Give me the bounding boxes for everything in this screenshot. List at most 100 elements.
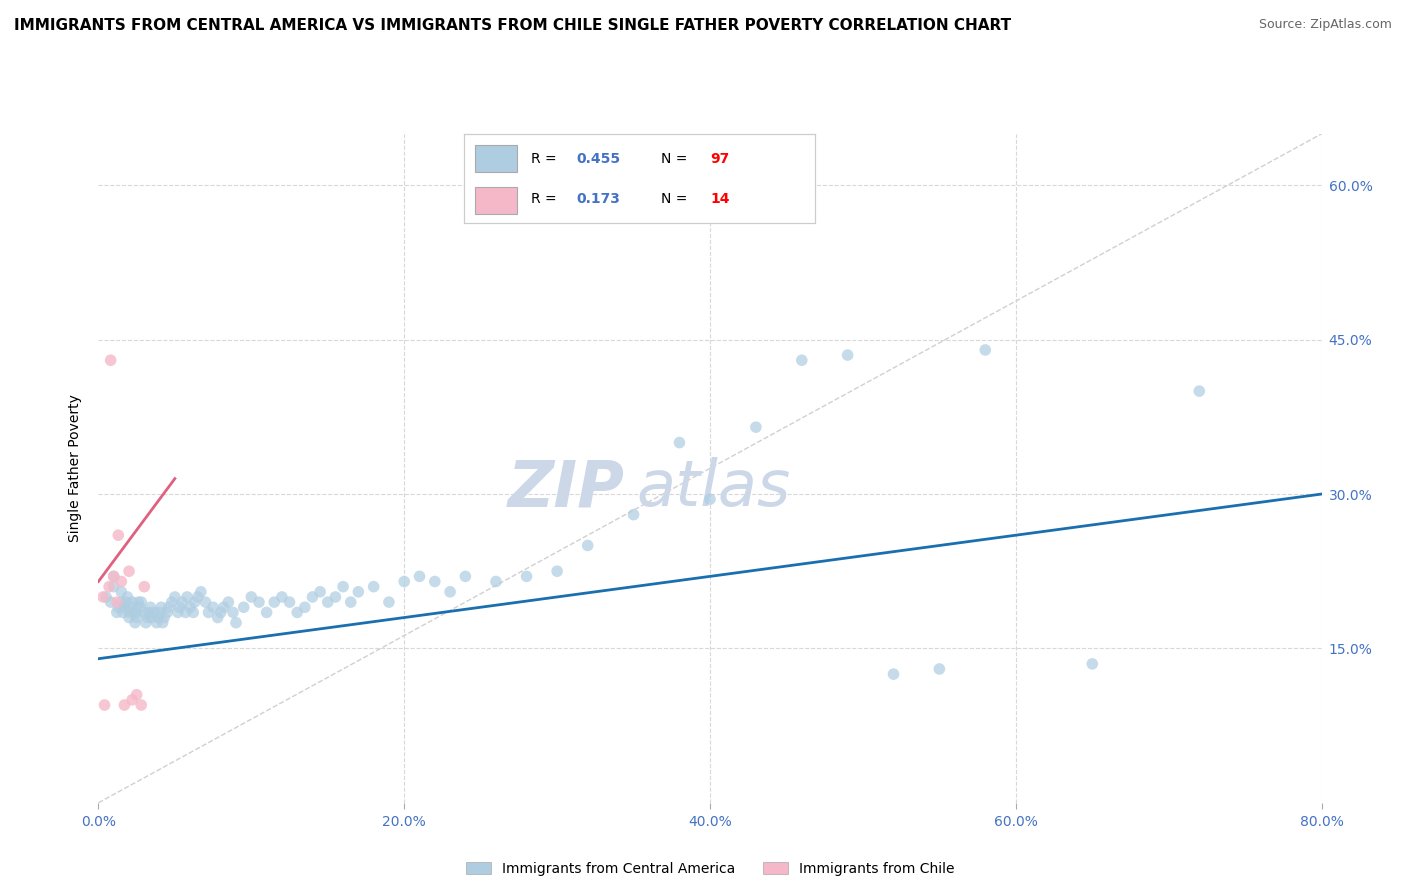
Point	[112, 698, 135, 712]
Point	[222, 606, 245, 620]
Point	[378, 595, 401, 609]
Point	[150, 600, 173, 615]
FancyBboxPatch shape	[475, 145, 517, 172]
Text: R =: R =	[531, 152, 561, 166]
FancyBboxPatch shape	[475, 187, 517, 214]
Point	[408, 569, 430, 583]
Point	[325, 590, 347, 604]
Point	[121, 693, 143, 707]
Point	[332, 580, 354, 594]
Point	[197, 606, 219, 620]
Point	[668, 435, 690, 450]
Point	[107, 600, 129, 615]
Point	[790, 353, 813, 368]
Point	[202, 600, 225, 615]
Point	[883, 667, 905, 681]
Point	[111, 606, 134, 620]
Point	[120, 600, 142, 615]
Point	[124, 615, 146, 630]
Text: ZIP: ZIP	[508, 458, 624, 519]
Point	[240, 590, 263, 604]
Point	[516, 569, 538, 583]
Point	[974, 343, 997, 357]
Point	[138, 606, 160, 620]
Point	[98, 580, 121, 594]
Text: Source: ZipAtlas.com: Source: ZipAtlas.com	[1258, 18, 1392, 31]
Point	[125, 606, 148, 620]
Point	[217, 595, 239, 609]
Point	[146, 610, 169, 624]
Point	[103, 580, 125, 594]
Point	[110, 595, 132, 609]
Point	[423, 574, 446, 589]
Text: N =: N =	[661, 152, 692, 166]
Point	[174, 606, 197, 620]
Point	[134, 580, 156, 594]
Point	[105, 606, 128, 620]
Text: 14: 14	[710, 192, 730, 206]
Point	[110, 584, 132, 599]
Point	[263, 595, 285, 609]
Point	[207, 610, 229, 624]
Point	[129, 698, 152, 712]
Point	[134, 606, 156, 620]
Point	[125, 688, 148, 702]
Point	[157, 600, 180, 615]
Point	[294, 600, 316, 615]
Point	[928, 662, 950, 676]
Point	[247, 595, 270, 609]
Point	[136, 610, 159, 624]
Point	[141, 610, 163, 624]
Point	[485, 574, 508, 589]
Point	[127, 595, 149, 609]
Point	[100, 353, 122, 368]
Point	[546, 564, 568, 578]
Point	[745, 420, 768, 434]
Point	[184, 595, 207, 609]
Text: 0.455: 0.455	[576, 152, 620, 166]
Text: atlas: atlas	[637, 458, 792, 519]
Point	[212, 600, 235, 615]
Point	[118, 610, 141, 624]
Point	[145, 615, 167, 630]
Point	[176, 590, 198, 604]
Point	[187, 590, 209, 604]
Point	[172, 595, 194, 609]
Point	[167, 606, 190, 620]
Point	[139, 600, 162, 615]
Point	[454, 569, 477, 583]
Point	[128, 600, 150, 615]
Text: 0.173: 0.173	[576, 192, 620, 206]
Legend: Immigrants from Central America, Immigrants from Chile: Immigrants from Central America, Immigra…	[458, 855, 962, 883]
Point	[142, 606, 165, 620]
Point	[135, 615, 157, 630]
Point	[347, 584, 370, 599]
Point	[115, 595, 138, 609]
Point	[316, 595, 339, 609]
Point	[301, 590, 323, 604]
Point	[122, 606, 145, 620]
Point	[232, 600, 254, 615]
Point	[153, 610, 176, 624]
Point	[125, 610, 148, 624]
Point	[117, 590, 139, 604]
Point	[278, 595, 301, 609]
Text: N =: N =	[661, 192, 692, 206]
Point	[110, 574, 132, 589]
Point	[112, 600, 135, 615]
Y-axis label: Single Father Poverty: Single Father Poverty	[69, 394, 83, 542]
Point	[149, 606, 172, 620]
Point	[156, 606, 179, 620]
Point	[623, 508, 645, 522]
Point	[576, 539, 599, 553]
Point	[309, 584, 332, 599]
Point	[225, 615, 247, 630]
Point	[209, 606, 232, 620]
Point	[179, 600, 201, 615]
Point	[160, 595, 183, 609]
Text: IMMIGRANTS FROM CENTRAL AMERICA VS IMMIGRANTS FROM CHILE SINGLE FATHER POVERTY C: IMMIGRANTS FROM CENTRAL AMERICA VS IMMIG…	[14, 18, 1011, 33]
Text: 97: 97	[710, 152, 730, 166]
Point	[190, 584, 212, 599]
Point	[392, 574, 416, 589]
Point	[169, 600, 191, 615]
